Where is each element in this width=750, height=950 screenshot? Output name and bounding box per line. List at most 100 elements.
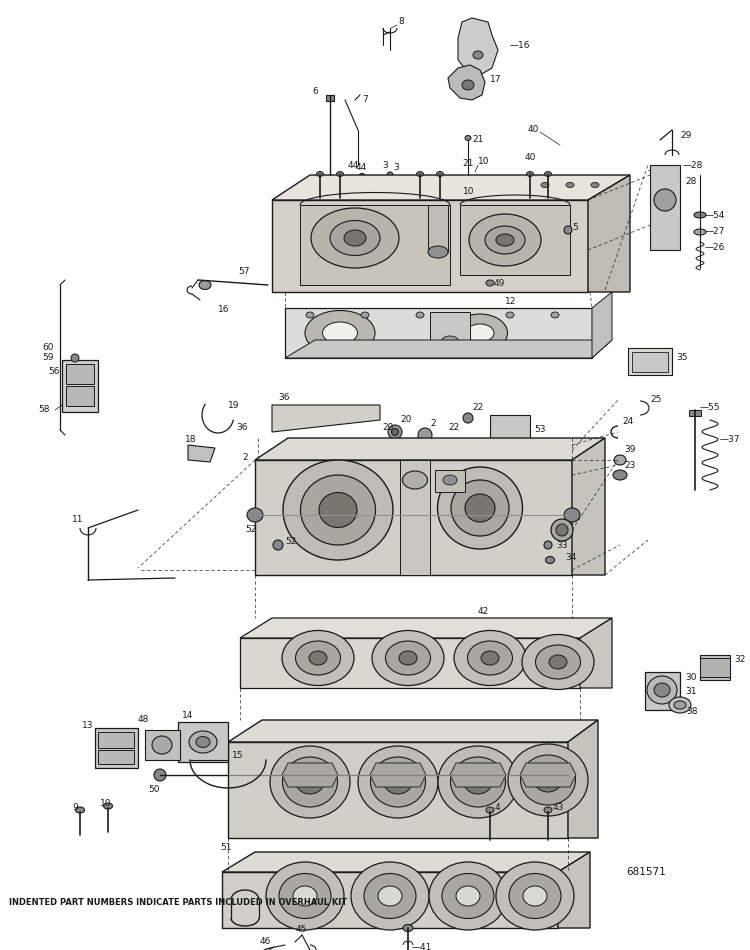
Ellipse shape: [473, 51, 483, 59]
Ellipse shape: [486, 807, 494, 813]
Polygon shape: [272, 200, 588, 292]
Ellipse shape: [486, 280, 494, 286]
Ellipse shape: [541, 182, 549, 187]
Text: 42: 42: [478, 607, 489, 617]
Ellipse shape: [452, 314, 508, 352]
Text: 4: 4: [495, 804, 501, 812]
Text: 23: 23: [624, 462, 635, 470]
Ellipse shape: [465, 494, 495, 522]
Ellipse shape: [104, 803, 112, 809]
Polygon shape: [628, 348, 672, 375]
Text: 58: 58: [38, 406, 50, 414]
Ellipse shape: [441, 336, 459, 348]
Ellipse shape: [196, 736, 210, 748]
Text: 59: 59: [42, 353, 53, 363]
Text: 18: 18: [185, 435, 196, 445]
Text: 48: 48: [138, 715, 149, 725]
Polygon shape: [370, 763, 426, 787]
Ellipse shape: [296, 641, 340, 675]
Bar: [98, 750, 134, 764]
Text: 2: 2: [242, 453, 248, 463]
Ellipse shape: [614, 455, 626, 465]
Ellipse shape: [509, 873, 561, 919]
Ellipse shape: [534, 768, 562, 792]
Ellipse shape: [505, 348, 512, 352]
Ellipse shape: [309, 651, 327, 665]
Ellipse shape: [270, 746, 350, 818]
Polygon shape: [240, 638, 580, 688]
Ellipse shape: [71, 354, 79, 362]
Ellipse shape: [591, 182, 599, 187]
Text: 40: 40: [525, 154, 536, 162]
Text: 44: 44: [348, 161, 359, 169]
Text: 8: 8: [398, 17, 404, 27]
Text: 34: 34: [565, 554, 576, 562]
Ellipse shape: [548, 348, 556, 352]
Text: 10: 10: [463, 187, 475, 197]
Ellipse shape: [316, 172, 323, 177]
Ellipse shape: [456, 886, 480, 906]
Text: 36: 36: [278, 392, 290, 402]
Ellipse shape: [508, 744, 588, 816]
Text: —28: —28: [683, 161, 703, 169]
Polygon shape: [255, 438, 605, 460]
Bar: [632, 352, 668, 372]
Text: 681571: 681571: [626, 866, 666, 877]
Text: 21: 21: [472, 136, 483, 144]
Ellipse shape: [437, 467, 523, 549]
Ellipse shape: [526, 172, 533, 177]
Ellipse shape: [544, 541, 552, 549]
Polygon shape: [568, 720, 598, 838]
Text: 35: 35: [676, 353, 688, 363]
Polygon shape: [458, 18, 498, 75]
Ellipse shape: [674, 701, 686, 709]
Ellipse shape: [469, 214, 541, 266]
Polygon shape: [645, 672, 680, 710]
Polygon shape: [300, 205, 450, 285]
Text: —26: —26: [705, 243, 725, 253]
Bar: [435, 470, 465, 492]
Ellipse shape: [463, 413, 473, 423]
Bar: [700, 658, 730, 677]
Text: —55: —55: [700, 404, 721, 412]
Ellipse shape: [536, 645, 580, 679]
Text: 44: 44: [356, 163, 368, 173]
Polygon shape: [222, 852, 590, 872]
Ellipse shape: [551, 519, 573, 541]
Polygon shape: [592, 292, 612, 358]
Ellipse shape: [654, 683, 670, 697]
Ellipse shape: [282, 631, 354, 686]
Text: 22: 22: [472, 404, 483, 412]
Ellipse shape: [418, 428, 432, 442]
Text: 11: 11: [72, 516, 83, 524]
Ellipse shape: [544, 807, 552, 813]
Text: 21: 21: [462, 159, 473, 167]
Text: 32: 32: [734, 656, 746, 664]
Ellipse shape: [306, 312, 314, 318]
Text: 33: 33: [556, 541, 568, 549]
Ellipse shape: [438, 746, 518, 818]
Ellipse shape: [351, 862, 429, 930]
Bar: [66, 386, 94, 406]
Polygon shape: [448, 65, 485, 100]
Text: 15: 15: [232, 750, 244, 759]
Bar: [66, 364, 94, 384]
Text: INDENTED PART NUMBERS INDICATE PARTS INCLUDED IN OVERHAUL KIT: INDENTED PART NUMBERS INDICATE PARTS INC…: [9, 899, 347, 907]
Ellipse shape: [358, 348, 365, 352]
Polygon shape: [572, 438, 605, 575]
Ellipse shape: [466, 324, 494, 342]
Polygon shape: [255, 460, 572, 575]
Polygon shape: [188, 445, 215, 462]
Ellipse shape: [301, 475, 376, 545]
Bar: [98, 732, 134, 748]
Ellipse shape: [358, 174, 365, 180]
Polygon shape: [240, 618, 612, 638]
Polygon shape: [428, 205, 448, 252]
Ellipse shape: [337, 172, 344, 177]
Text: 38: 38: [686, 708, 698, 716]
Text: 12: 12: [505, 297, 516, 307]
Text: 3: 3: [393, 162, 399, 172]
Text: 10: 10: [478, 158, 490, 166]
Ellipse shape: [296, 770, 324, 794]
Ellipse shape: [319, 492, 357, 527]
